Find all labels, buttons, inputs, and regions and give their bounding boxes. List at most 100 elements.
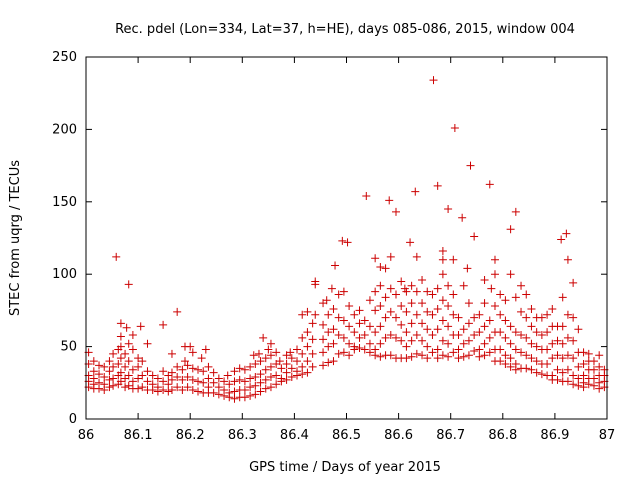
data-point-marker [197,354,206,363]
data-point-marker [558,354,567,363]
data-point-marker [584,380,593,389]
data-point-marker [186,342,195,351]
data-point-marker [188,364,197,373]
data-point-marker [449,310,458,319]
data-point-marker [266,373,275,382]
data-point-marker [272,371,281,380]
data-point-marker [480,299,489,308]
data-point-marker [511,365,520,374]
data-point-marker [407,336,416,345]
data-point-marker [579,383,588,392]
data-point-marker [470,331,479,340]
data-point-marker [105,357,114,366]
data-point-marker [121,383,130,392]
data-point-marker [376,281,385,290]
data-point-marker [371,328,380,337]
data-point-marker [365,296,374,305]
data-point-marker [287,354,296,363]
data-point-marker [371,306,380,315]
data-point-marker [543,345,552,354]
data-point-marker [429,76,438,85]
data-point-marker [339,316,348,325]
data-point-marker [563,351,572,360]
data-point-marker [563,255,572,264]
data-point-marker [459,281,468,290]
data-point-marker [199,367,208,376]
data-point-marker [220,391,229,400]
x-tick-label: 86.4 [280,428,309,443]
data-point-marker [543,359,552,368]
data-point-marker [459,325,468,334]
data-point-marker [303,307,312,316]
data-point-marker [362,192,371,201]
data-point-marker [428,290,437,299]
data-point-marker [225,393,234,402]
data-point-marker [204,374,213,383]
data-point-marker [360,345,369,354]
data-point-marker [183,361,192,370]
data-point-marker [428,310,437,319]
data-point-marker [178,365,187,374]
data-point-marker [311,310,320,319]
data-point-marker [376,262,385,271]
data-point-marker [95,384,104,393]
data-point-marker [480,275,489,284]
data-point-marker [371,254,380,263]
data-point-marker [449,290,458,299]
data-point-marker [345,322,354,331]
data-point-marker [485,180,494,189]
data-point-marker [256,387,265,396]
data-point-marker [454,345,463,354]
y-tick-label: 250 [52,50,77,65]
data-point-marker [543,328,552,337]
data-point-marker [579,348,588,357]
data-point-marker [275,357,284,366]
data-point-marker [298,333,307,342]
data-point-marker [406,238,415,247]
data-point-marker [444,302,453,311]
data-point-marker [105,367,114,376]
data-point-marker [433,345,442,354]
data-point-marker [407,281,416,290]
data-point-marker [138,371,147,380]
data-point-marker [148,371,157,380]
data-point-marker [173,373,182,382]
data-point-marker [496,357,505,366]
data-point-marker [153,387,162,396]
data-point-marker [204,362,213,371]
data-point-marker [121,362,130,371]
data-point-marker [402,287,411,296]
data-point-marker [365,322,374,331]
data-point-marker [345,302,354,311]
data-point-marker [178,375,187,384]
data-point-marker [574,374,583,383]
data-point-marker [444,205,453,214]
data-point-marker [407,319,416,328]
data-point-marker [511,293,520,302]
data-point-marker [360,331,369,340]
data-point-marker [464,351,473,360]
y-tick-label: 200 [52,122,77,137]
data-point-marker [381,333,390,342]
data-point-marker [527,304,536,313]
data-point-marker [595,384,604,393]
data-point-marker [109,374,118,383]
data-point-marker [506,225,515,234]
data-point-marker [138,357,147,366]
data-point-marker [517,348,526,357]
data-point-marker [230,394,239,403]
data-point-marker [329,357,338,366]
data-point-marker [411,187,420,196]
data-point-marker [319,320,328,329]
data-point-marker [327,284,336,293]
data-point-marker [112,252,121,261]
data-point-marker [423,342,432,351]
data-point-marker [438,255,447,264]
data-point-marker [459,352,468,361]
data-point-marker [459,339,468,348]
data-point-marker [433,325,442,334]
data-point-marker [246,362,255,371]
data-point-marker [188,375,197,384]
x-tick-label: 86.3 [228,428,257,443]
